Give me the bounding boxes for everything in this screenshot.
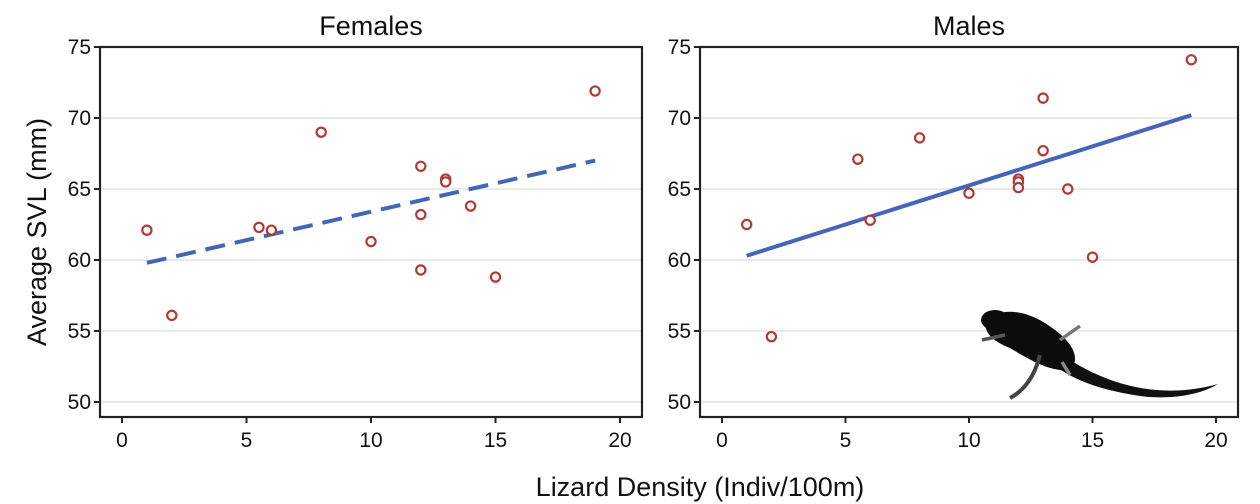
y-tick-label: 50	[68, 391, 91, 414]
data-point	[415, 160, 427, 172]
data-point	[365, 235, 377, 248]
x-tick-label: 15	[1081, 429, 1104, 452]
data-point	[1037, 92, 1049, 104]
data-point	[440, 176, 452, 188]
y-tick-label: 65	[68, 178, 91, 201]
data-point	[315, 126, 327, 138]
y-tick-label: 55	[668, 320, 691, 343]
data-point	[1185, 54, 1198, 66]
fit-line	[146, 158, 596, 265]
data-point	[765, 330, 778, 343]
y-tick-label: 65	[668, 178, 691, 201]
plot-frame	[98, 45, 644, 419]
data-point	[852, 153, 864, 165]
y-axis-title: Average SVL (mm)	[22, 118, 52, 346]
data-point	[864, 214, 876, 226]
females-panel: Females 50 55 60 65 70 75 0 5 10 15 20	[68, 11, 644, 452]
y-tick-label: 75	[668, 36, 691, 59]
x-tick-label: 5	[241, 429, 253, 452]
data-point	[415, 264, 427, 276]
data-point	[489, 271, 502, 283]
data-point	[166, 309, 178, 322]
y-tick-label: 55	[68, 320, 91, 343]
data-point	[253, 221, 265, 234]
data-point	[913, 132, 926, 144]
males-panel: Males 50 55 60 65 70 75 0 5 10 15 20	[668, 11, 1240, 452]
y-tick-label: 70	[668, 107, 691, 130]
data-point	[464, 200, 477, 212]
y-tick-label: 60	[68, 249, 91, 272]
y-tick-label: 70	[68, 107, 91, 130]
x-tick-label: 15	[484, 429, 507, 452]
y-tick-label: 50	[668, 391, 691, 414]
panel-title: Males	[933, 11, 1005, 41]
data-point	[741, 218, 753, 231]
plot-frame	[698, 45, 1240, 419]
data-point	[963, 187, 975, 199]
data-point	[1062, 183, 1074, 195]
x-tick-label: 20	[608, 429, 631, 452]
lizard-icon	[981, 310, 1218, 400]
data-point	[1037, 144, 1049, 157]
x-tick-label: 0	[116, 429, 128, 452]
data-point	[1086, 251, 1099, 263]
data-point	[415, 208, 427, 221]
fit-line	[746, 113, 1192, 258]
data-point	[141, 224, 153, 236]
data-point	[589, 85, 601, 97]
x-tick-label: 0	[716, 429, 728, 452]
x-axis-title: Lizard Density (Indiv/100m)	[536, 472, 865, 502]
x-tick-label: 10	[359, 429, 382, 452]
data-point	[265, 224, 278, 236]
data-point	[1012, 181, 1025, 194]
y-tick-label: 60	[668, 249, 691, 272]
x-tick-label: 5	[840, 429, 852, 452]
x-tick-label: 10	[957, 429, 980, 452]
panel-title: Females	[319, 11, 423, 41]
y-tick-label: 75	[68, 36, 91, 59]
x-tick-label: 20	[1204, 429, 1227, 452]
